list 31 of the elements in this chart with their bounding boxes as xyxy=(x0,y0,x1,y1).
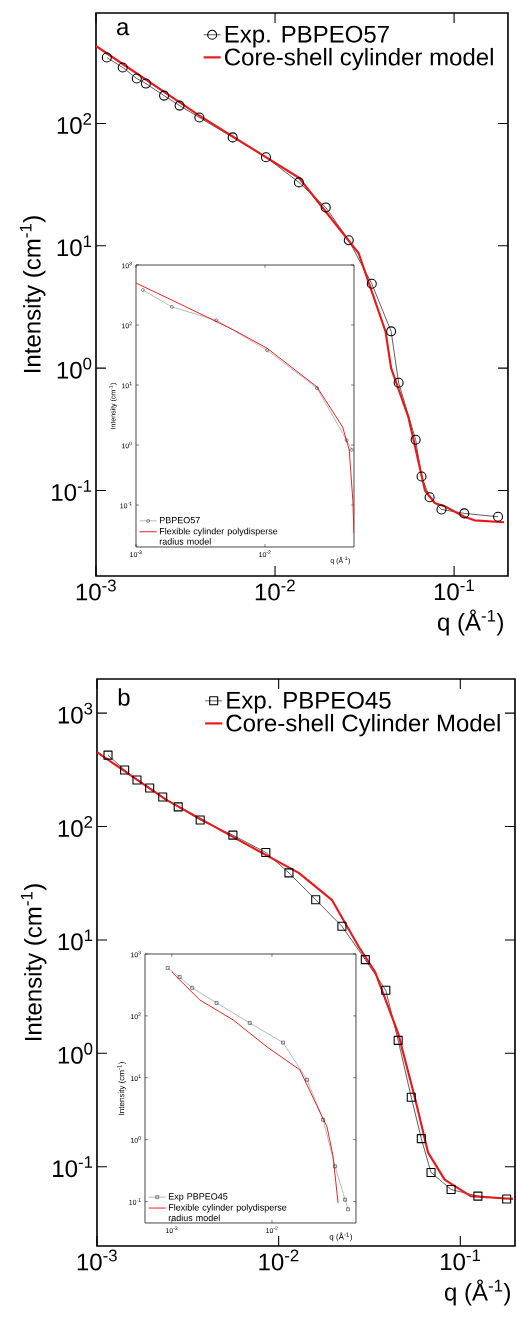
x-tick-label: 10$^{-3}$ xyxy=(76,579,116,601)
legend-label: Flexible cylinder polydisperse radius model xyxy=(168,1204,287,1221)
y-tick-label: 10$^{2}$ xyxy=(57,112,92,134)
y-tick-label: 10$^{0}$ xyxy=(58,1042,93,1064)
annotation: a xyxy=(117,22,130,36)
x-tick-label: 10$^{-2}$ xyxy=(259,1249,299,1271)
y-tick-label: 10$^{-1}$ xyxy=(52,480,92,501)
y-tick-label: 10$^{1}$ xyxy=(57,235,92,257)
x-axis-title: q (Å$^{-1}$) xyxy=(329,1232,352,1242)
legend-label: PBPEO57 xyxy=(159,516,200,524)
x-tick-label: 10$^{-1}$ xyxy=(434,579,474,601)
y-axis-title: Intensity (cm$^{-1}$) xyxy=(20,884,47,1041)
y-tick-label: 10$^{1}$ xyxy=(58,929,93,951)
x-tick-label: 10$^{-2}$ xyxy=(255,579,295,601)
x-axis-title: q (Å$^{-1}$) xyxy=(445,1279,510,1306)
legend-label: Core-shell cylinder model xyxy=(224,47,493,71)
y-axis-title: Intensity (cm$^{-1}$) xyxy=(117,1062,126,1115)
x-tick-label: 10$^{-3}$ xyxy=(77,1249,117,1271)
annotation: b xyxy=(118,688,130,706)
legend-label: Exp PBPEO45 xyxy=(168,1193,228,1202)
legend-label: Exp. PBPEO57 xyxy=(225,25,389,48)
x-axis-title: q (Å$^{-1}$) xyxy=(438,609,503,636)
y-tick-label: 10$^{0}$ xyxy=(57,357,92,379)
y-tick-label: 10$^{-1}$ xyxy=(53,1156,93,1178)
legend-label: Core-shell Cylinder Model xyxy=(226,713,500,737)
legend-label: Exp. PBPEO45 xyxy=(227,691,391,714)
legend-label: Flexible cylinder polydisperse radius model xyxy=(159,527,278,545)
y-tick-label: 10$^{2}$ xyxy=(58,816,93,838)
y-tick-label: 10$^{3}$ xyxy=(58,702,93,724)
x-tick-label: 10$^{-1}$ xyxy=(441,1249,481,1271)
y-axis-title: Intensity (cm$^{-1}$) xyxy=(19,216,46,373)
